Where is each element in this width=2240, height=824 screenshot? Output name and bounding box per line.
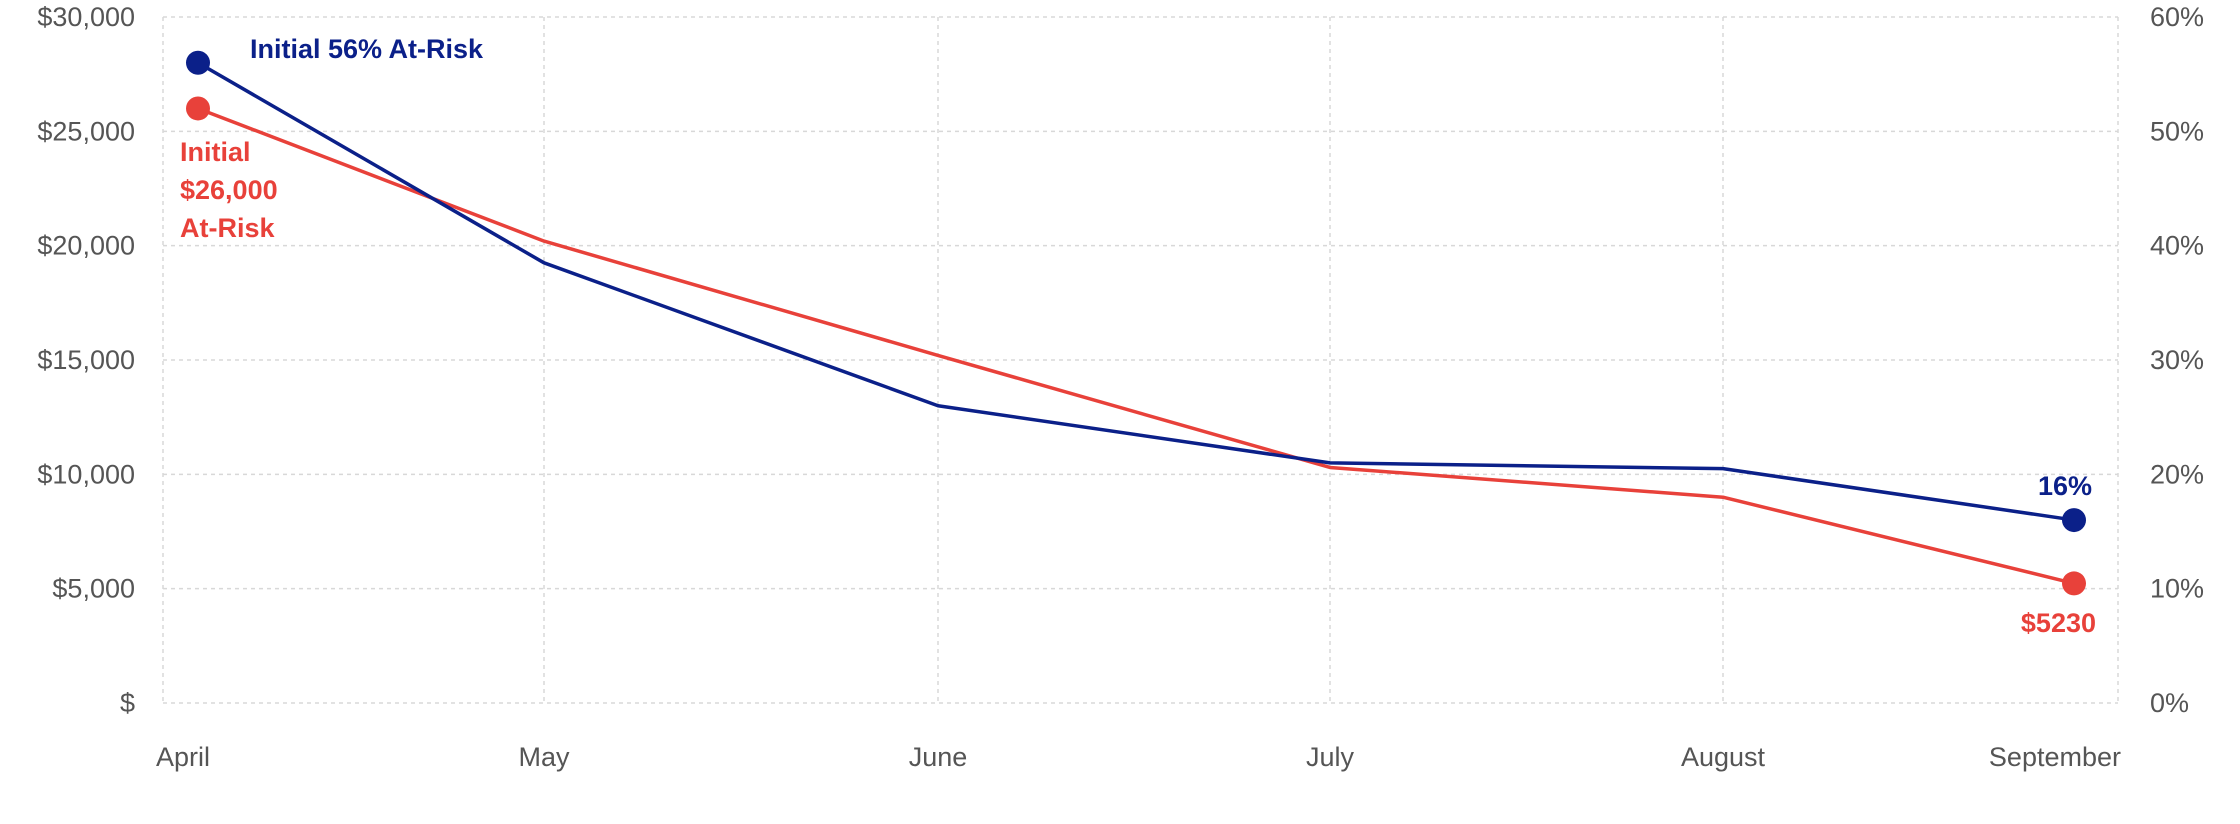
right-tick-label: 0% [2150, 688, 2189, 718]
x-tick-label: June [909, 742, 968, 772]
right-tick-label: 20% [2150, 459, 2204, 489]
x-tick-label: May [518, 742, 570, 772]
left-tick-label: $30,000 [37, 2, 135, 32]
left-tick-label: $25,000 [37, 116, 135, 146]
initial-dollar-label-line: $26,000 [180, 175, 278, 205]
left-tick-label: $ [120, 688, 135, 718]
right-tick-label: 10% [2150, 574, 2204, 604]
x-tick-label: September [1989, 742, 2121, 772]
left-tick-label: $15,000 [37, 345, 135, 375]
x-tick-label: July [1306, 742, 1355, 772]
dollar-series-line [196, 106, 2076, 586]
right-tick-label: 60% [2150, 2, 2204, 32]
initial-dollar-label-line: At-Risk [180, 213, 275, 243]
percent-point-marker [186, 50, 210, 75]
right-tick-label: 50% [2150, 116, 2204, 146]
gridlines [162, 16, 2119, 704]
final-dollar-label: $5230 [2021, 608, 2096, 638]
annotations: Initial 56% At-Risk Initial $26,000 At-Risk… [180, 34, 2096, 638]
percent-series-line [196, 60, 2076, 522]
series-lines [186, 50, 2086, 596]
initial-dollar-label: Initial $26,000 At-Risk [180, 137, 278, 243]
x-tick-label: August [1681, 742, 1766, 772]
left-tick-label: $10,000 [37, 459, 135, 489]
x-tick-label: April [156, 742, 210, 772]
initial-percent-label: Initial 56% At-Risk [250, 34, 484, 64]
dollar-point-marker [2062, 571, 2086, 596]
x-axis: April May June July August September [156, 742, 2121, 772]
initial-dollar-label-line: Initial [180, 137, 251, 167]
right-y-axis: 0% 10% 20% 30% 40% 50% 60% [2150, 2, 2204, 718]
right-tick-label: 40% [2150, 231, 2204, 261]
dollar-point-marker [186, 96, 210, 121]
right-tick-label: 30% [2150, 345, 2204, 375]
left-tick-label: $20,000 [37, 231, 135, 261]
left-tick-label: $5,000 [52, 574, 135, 604]
final-percent-label: 16% [2038, 471, 2092, 501]
left-y-axis: $ $5,000 $10,000 $15,000 $20,000 $25,000 $30,0… [37, 2, 135, 718]
percent-point-marker [2062, 508, 2086, 533]
